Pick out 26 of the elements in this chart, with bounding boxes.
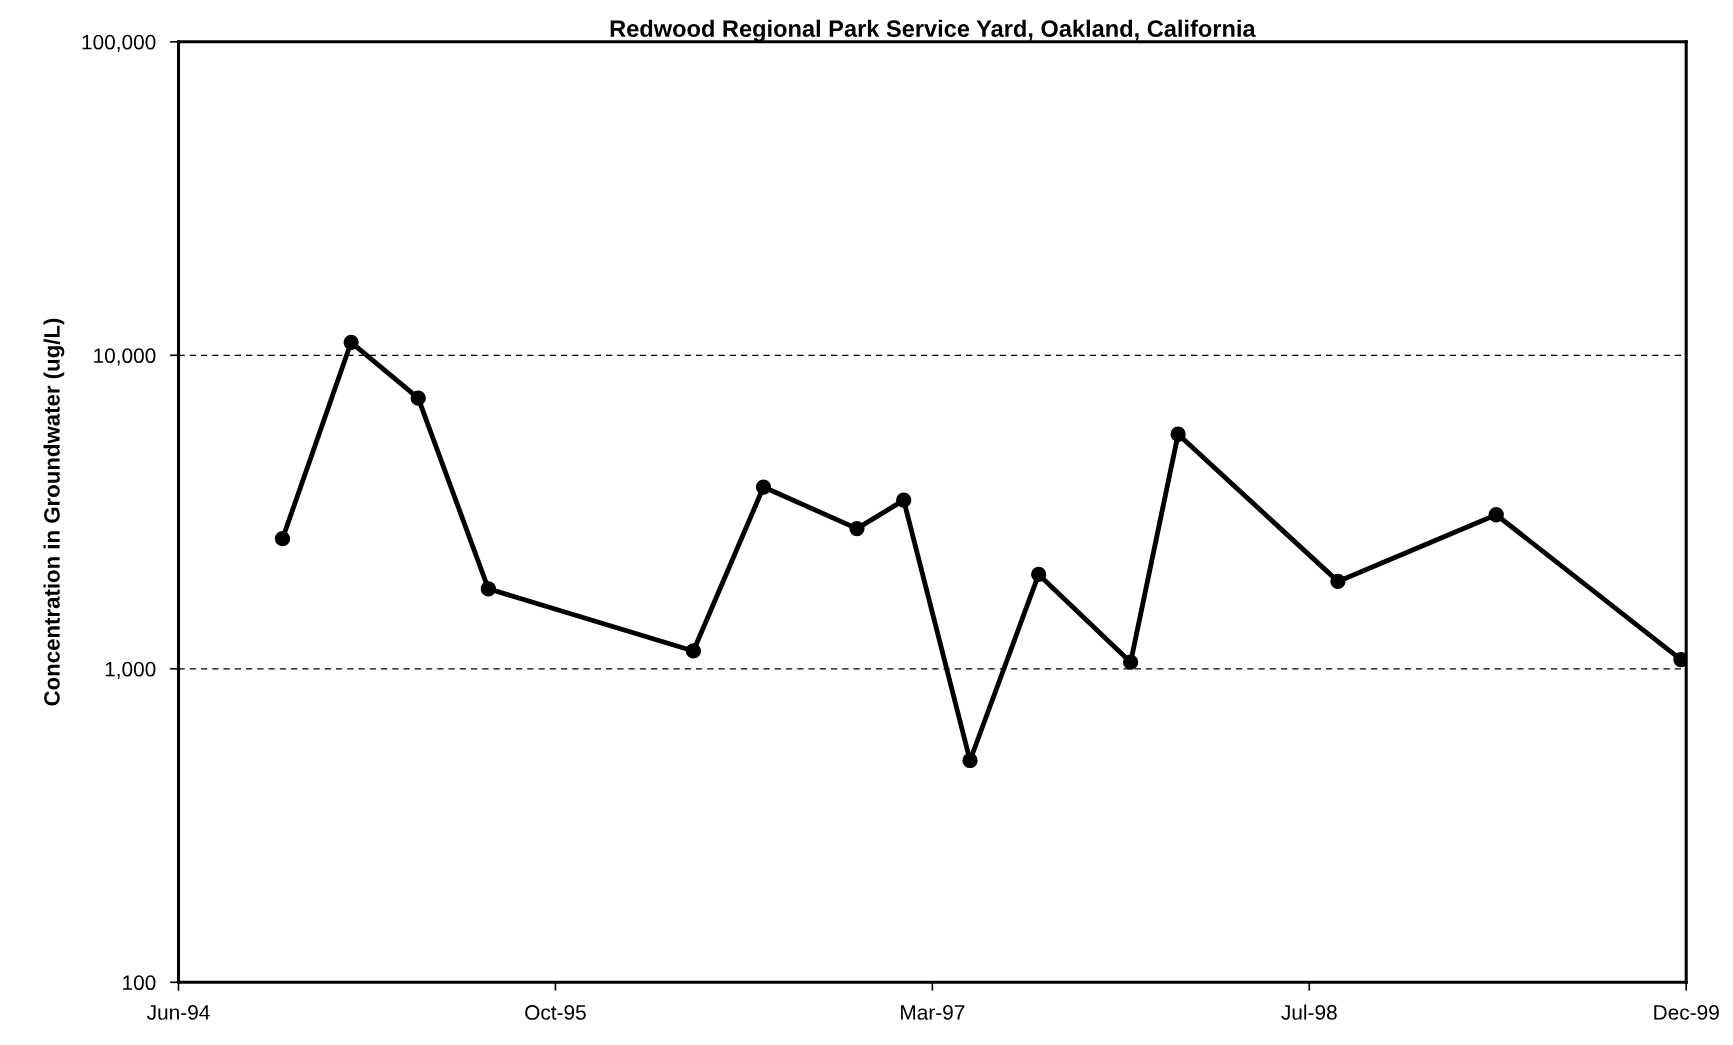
y-axis-title: Concentration in Groundwater (ug/L) bbox=[43, 318, 65, 706]
x-tick-label: Jun-94 bbox=[146, 1005, 210, 1020]
point bbox=[480, 581, 496, 597]
y-tick-label: 100,000 bbox=[82, 34, 156, 53]
y-tick-label: 10,000 bbox=[94, 348, 156, 366]
point bbox=[410, 390, 426, 406]
point bbox=[849, 520, 865, 537]
point bbox=[896, 492, 912, 508]
y-tick-label: 1,000 bbox=[105, 661, 156, 680]
x-tick-label: Oct-95 bbox=[525, 1005, 586, 1020]
x-tick-label: Dec-99 bbox=[1654, 1005, 1719, 1020]
y-tick-label: 100 bbox=[123, 975, 156, 991]
point bbox=[1031, 566, 1047, 583]
chart-title: Redwood Regional Park Service Yard, Oakland, California bbox=[610, 19, 1256, 42]
point bbox=[1488, 507, 1504, 523]
point bbox=[274, 531, 291, 547]
x-tick-label: Mar-97 bbox=[901, 1005, 965, 1020]
point bbox=[1122, 654, 1139, 670]
point bbox=[1330, 573, 1346, 590]
point bbox=[343, 334, 359, 350]
x-tick-label: Jul-98 bbox=[1281, 1004, 1337, 1020]
point bbox=[685, 643, 702, 659]
point bbox=[962, 752, 978, 769]
point bbox=[1673, 651, 1687, 668]
point bbox=[755, 479, 772, 495]
point bbox=[1170, 426, 1186, 442]
